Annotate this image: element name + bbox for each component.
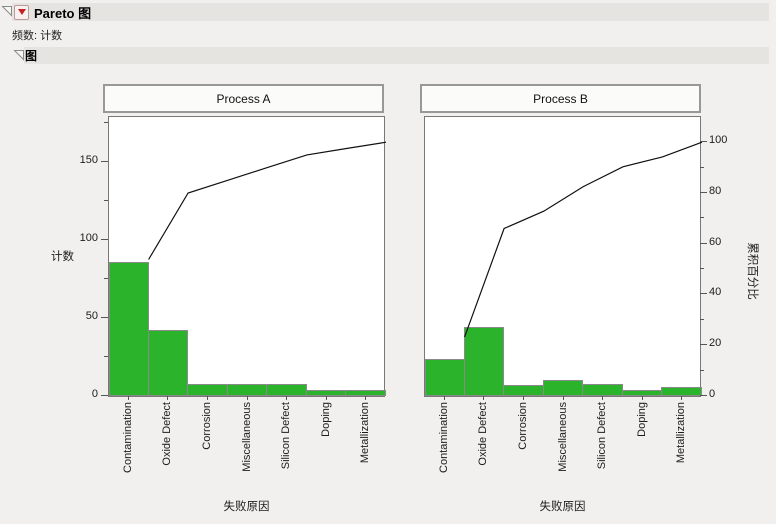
category-label: Contamination (122, 402, 134, 473)
x-axis-tick (602, 396, 603, 400)
category-label: Miscellaneous (241, 402, 253, 472)
category-label: Contamination (438, 402, 450, 473)
category-label: Corrosion (517, 402, 529, 450)
x-axis-tick (326, 396, 327, 400)
panel-title-box: Process B (420, 84, 701, 113)
pareto-bar-metallization[interactable] (345, 390, 386, 396)
category-label: Oxide Defect (477, 402, 489, 466)
disclosure-triangle-open-chart[interactable] (13, 49, 25, 61)
x-axis-tick (128, 396, 129, 400)
y2-axis-tick-label: 80 (709, 185, 722, 197)
frequency-subtitle: 频数: 计数 (12, 30, 63, 42)
cumulative-percent-line (464, 141, 703, 338)
cumulative-percent-line (148, 141, 387, 260)
y-axis-tick-label: 50 (85, 310, 98, 322)
category-label: Silicon Defect (596, 402, 608, 470)
category-label: Oxide Defect (161, 402, 173, 466)
outline-header-pareto: Pareto 图 (12, 3, 769, 21)
x-axis-tick (167, 396, 168, 400)
category-label: Metallization (359, 402, 371, 464)
chart-section-title: 图 (25, 49, 38, 63)
y2-axis-tick (700, 395, 707, 396)
count-axis-label: 计数 (51, 251, 74, 263)
x-axis-title: 失败原因 (223, 501, 270, 513)
category-label: Silicon Defect (280, 402, 292, 470)
pareto-bar-contamination[interactable] (109, 262, 149, 396)
category-label: Doping (320, 402, 332, 437)
plot-area (108, 116, 387, 397)
y-axis-tick-label: 150 (79, 154, 98, 166)
x-axis-tick (365, 396, 366, 400)
y2-axis-tick-label: 0 (709, 388, 716, 400)
y-axis-tick (101, 395, 108, 396)
outline-header-chart: 图 (24, 47, 769, 64)
x-axis-tick (207, 396, 208, 400)
category-label: Miscellaneous (557, 402, 569, 472)
y2-axis-tick (700, 192, 707, 193)
category-label: Doping (636, 402, 648, 437)
panel-title-box: Process A (103, 84, 384, 113)
y-axis-tick (101, 239, 108, 240)
red-triangle-icon (17, 9, 26, 15)
category-label: Metallization (675, 402, 687, 464)
x-axis-title: 失败原因 (539, 501, 586, 513)
y2-axis-tick (700, 217, 704, 218)
pareto-bar-metallization[interactable] (661, 387, 702, 396)
y-axis-tick (104, 122, 108, 123)
pareto-bar-oxide-defect[interactable] (148, 330, 188, 396)
category-label: Corrosion (201, 402, 213, 450)
plot-area (424, 116, 703, 397)
y2-axis-tick-label: 40 (709, 286, 722, 298)
x-axis-tick (483, 396, 484, 400)
cumulative-percent-axis-label: 累积百分比 (746, 242, 758, 300)
y-axis-tick-label: 0 (91, 388, 98, 400)
red-triangle-menu-button[interactable] (14, 4, 29, 20)
x-axis-tick (563, 396, 564, 400)
y2-axis-tick (700, 141, 707, 142)
pareto-bar-oxide-defect[interactable] (464, 327, 504, 396)
y2-axis-tick (700, 319, 704, 320)
x-axis-tick (681, 396, 682, 400)
x-axis-tick (444, 396, 445, 400)
y2-axis-tick (700, 243, 707, 244)
y2-axis-tick-label: 100 (709, 134, 728, 146)
y-axis-tick (104, 200, 108, 201)
y2-axis-tick-label: 20 (709, 337, 722, 349)
y-axis-tick (101, 317, 108, 318)
y-axis-tick (101, 161, 108, 162)
y-axis-tick-label: 100 (79, 232, 98, 244)
pareto-bar-contamination[interactable] (425, 359, 465, 396)
x-axis-tick (642, 396, 643, 400)
x-axis-tick (523, 396, 524, 400)
x-axis-tick (247, 396, 248, 400)
x-axis-tick (286, 396, 287, 400)
y-axis-tick (104, 356, 108, 357)
y2-axis-tick (700, 167, 704, 168)
y2-axis-tick (700, 370, 704, 371)
report-title: Pareto 图 (34, 5, 92, 21)
y-axis-tick (104, 278, 108, 279)
y2-axis-tick-label: 60 (709, 236, 722, 248)
y2-axis-tick (700, 268, 704, 269)
disclosure-triangle-open[interactable] (1, 5, 13, 17)
y2-axis-tick (700, 293, 707, 294)
y2-axis-tick (700, 344, 707, 345)
